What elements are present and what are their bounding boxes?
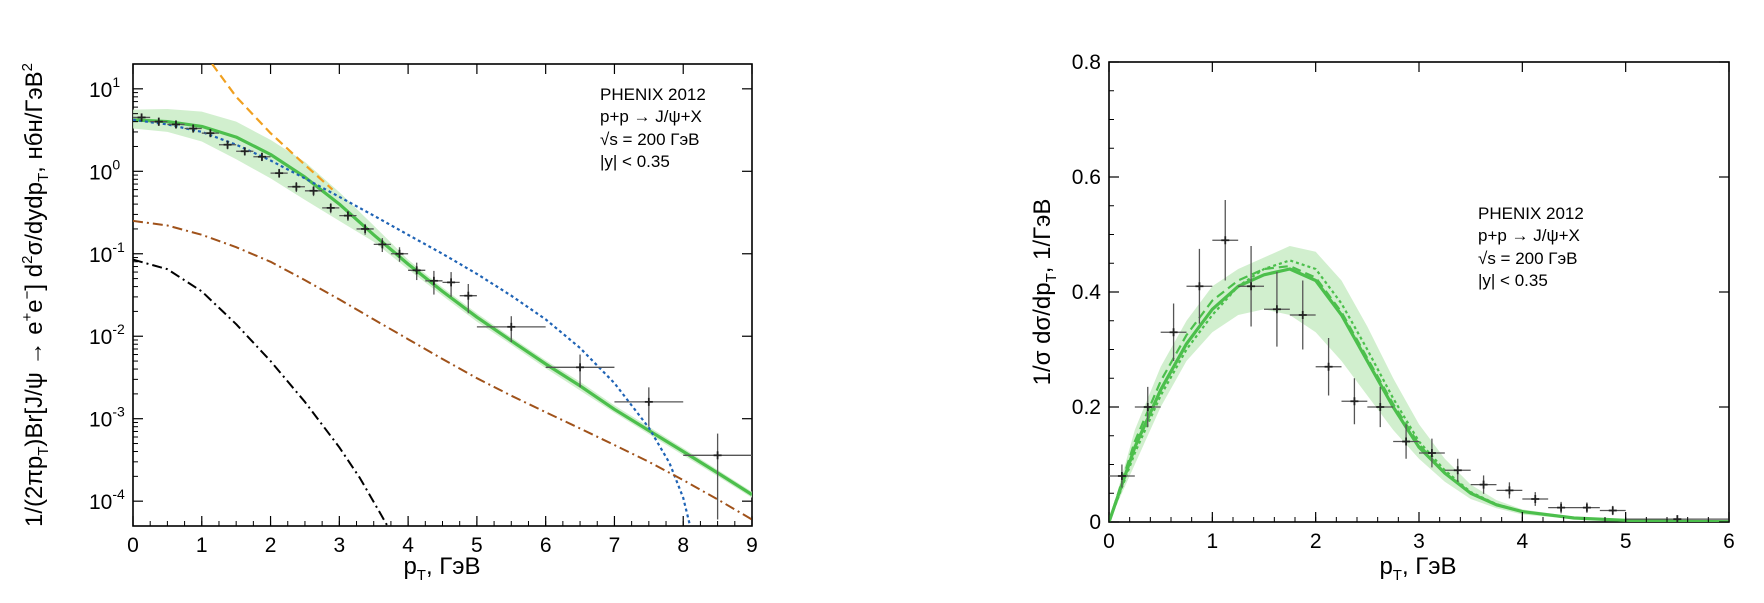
left-data-point	[253, 152, 271, 162]
left-data-point	[614, 387, 684, 427]
right-data-point	[1574, 502, 1600, 513]
right-data-point	[1238, 246, 1264, 327]
left-data-point	[236, 147, 254, 156]
left-uncertainty-band	[133, 109, 752, 498]
left-x-tick-label: 1	[196, 534, 208, 557]
left-y-tick-label: 10-2	[89, 321, 125, 349]
right-x-tick-label: 3	[1413, 530, 1425, 553]
left-data-point	[287, 182, 305, 193]
left-data-point	[339, 211, 357, 221]
right-data-point	[1625, 515, 1729, 522]
right-annotation-line: p+p → J/ψ+X	[1478, 226, 1580, 245]
right-x-tick-label: 6	[1723, 530, 1735, 553]
right-x-tick-label: 2	[1310, 530, 1322, 553]
left-series-line-dotted	[133, 118, 692, 526]
left-x-tick-label: 2	[265, 534, 277, 557]
right-data-point	[1496, 482, 1523, 499]
left-annotation: PHENIX 2012 p+p → J/ψ+X √s = 200 ГэВ |y|…	[600, 85, 706, 171]
left-data-point	[304, 186, 323, 197]
right-data-point	[1470, 475, 1497, 494]
right-y-tick-label: 0.8	[1072, 51, 1101, 74]
right-panel: 0 1 2 3 4 5 6 0 0.2 0.4 0.6 0.8 pT, ГэВ 1/σ dσ/dpT,…	[1029, 51, 1735, 584]
left-series-line-dashdot	[133, 219, 752, 521]
right-y-axis-label: 1/σ dσ/dpT, 1/ГэВ	[1029, 199, 1060, 386]
right-data-point	[1548, 501, 1574, 514]
left-x-tick-label: 5	[471, 534, 483, 557]
right-annotation: PHENIX 2012 p+p → J/ψ+X √s = 200 ГэВ |y|…	[1478, 204, 1584, 290]
right-data-point	[1341, 378, 1368, 425]
right-uncertainty-band	[1109, 246, 1729, 522]
right-data-point	[1160, 303, 1187, 361]
left-data-point	[184, 124, 202, 133]
left-data-point	[167, 120, 185, 129]
right-data-point	[1109, 464, 1135, 488]
right-x-tick-label: 4	[1516, 530, 1528, 553]
left-y-tick-label: 100	[89, 156, 120, 184]
right-series-line-dotted	[1109, 259, 1729, 522]
left-data-point	[270, 168, 288, 178]
left-y-tick-label: 101	[89, 74, 120, 102]
left-data-point	[442, 272, 460, 297]
left-data-point	[150, 117, 168, 126]
right-annotation-line: PHENIX 2012	[1478, 204, 1584, 223]
left-x-tick-label: 9	[746, 534, 758, 557]
left-annotation-line: p+p → J/ψ+X	[600, 107, 702, 126]
left-data-point	[476, 316, 546, 343]
right-data-point	[1212, 200, 1239, 281]
left-annotation-line: |y| < 0.35	[600, 152, 670, 171]
left-data-point	[373, 238, 391, 253]
right-data-point	[1134, 386, 1161, 428]
left-annotation-line: PHENIX 2012	[600, 85, 706, 104]
right-data-point	[1264, 271, 1290, 347]
left-data-point	[218, 140, 237, 150]
right-data-point	[1419, 438, 1445, 468]
left-data-point	[390, 247, 409, 262]
right-annotation-line: √s = 200 ГэВ	[1478, 249, 1578, 268]
left-x-axis-label: pT, ГэВ	[403, 553, 480, 584]
left-x-tick-label: 8	[677, 534, 689, 557]
left-series-line-dashdot	[133, 258, 389, 526]
left-data-point	[425, 270, 443, 295]
right-x-axis-label: pT, ГэВ	[1379, 553, 1456, 584]
left-data-point	[545, 354, 615, 388]
left-data-point	[459, 283, 477, 314]
left-data-point	[133, 113, 151, 122]
left-x-tick-label: 6	[540, 534, 552, 557]
left-y-tick-label: 10-3	[89, 404, 125, 432]
left-series-line-dashed	[211, 64, 334, 191]
right-x-tick-label: 0	[1103, 530, 1115, 553]
right-data-point	[1522, 492, 1549, 506]
right-y-tick-label: 0.4	[1072, 281, 1102, 304]
right-y-tick-label: 0.2	[1072, 396, 1101, 419]
right-annotation-line: |y| < 0.35	[1478, 271, 1548, 290]
right-x-tick-label: 5	[1620, 530, 1632, 553]
left-x-tick-label: 4	[402, 534, 414, 557]
right-y-tick-label: 0	[1089, 511, 1101, 534]
right-data-point	[1315, 338, 1342, 396]
left-data-point	[356, 223, 374, 235]
left-panel: 0 1 2 3 4 5 6 7 8 9 10-4 10-3 10-2 10-1 100 101 pT, ГэВ…	[19, 63, 758, 584]
left-y-tick-label: 10-1	[89, 239, 125, 267]
right-data-point	[1186, 248, 1213, 324]
left-x-tick-label: 7	[609, 534, 621, 557]
left-data-point	[201, 129, 219, 138]
right-data-point	[1393, 424, 1419, 459]
right-data-point	[1367, 386, 1394, 428]
left-data-point	[322, 203, 340, 214]
left-series-line-solid	[133, 118, 752, 496]
left-x-tick-label: 0	[127, 534, 139, 557]
left-annotation-line: √s = 200 ГэВ	[600, 130, 700, 149]
left-y-tick-label: 10-4	[89, 486, 125, 514]
left-y-axis-label: 1/(2πpT)Br[J/ψ → e+e−] d2σ/dydpT, нбн/Гэ…	[19, 63, 52, 527]
left-x-tick-label: 3	[333, 534, 345, 557]
left-data-point	[683, 433, 752, 520]
right-x-tick-label: 1	[1206, 530, 1218, 553]
right-data-point	[1444, 458, 1471, 482]
right-data-point	[1289, 280, 1316, 350]
right-y-tick-label: 0.6	[1072, 166, 1101, 189]
left-data-point	[408, 262, 426, 281]
right-data-point	[1599, 505, 1626, 516]
